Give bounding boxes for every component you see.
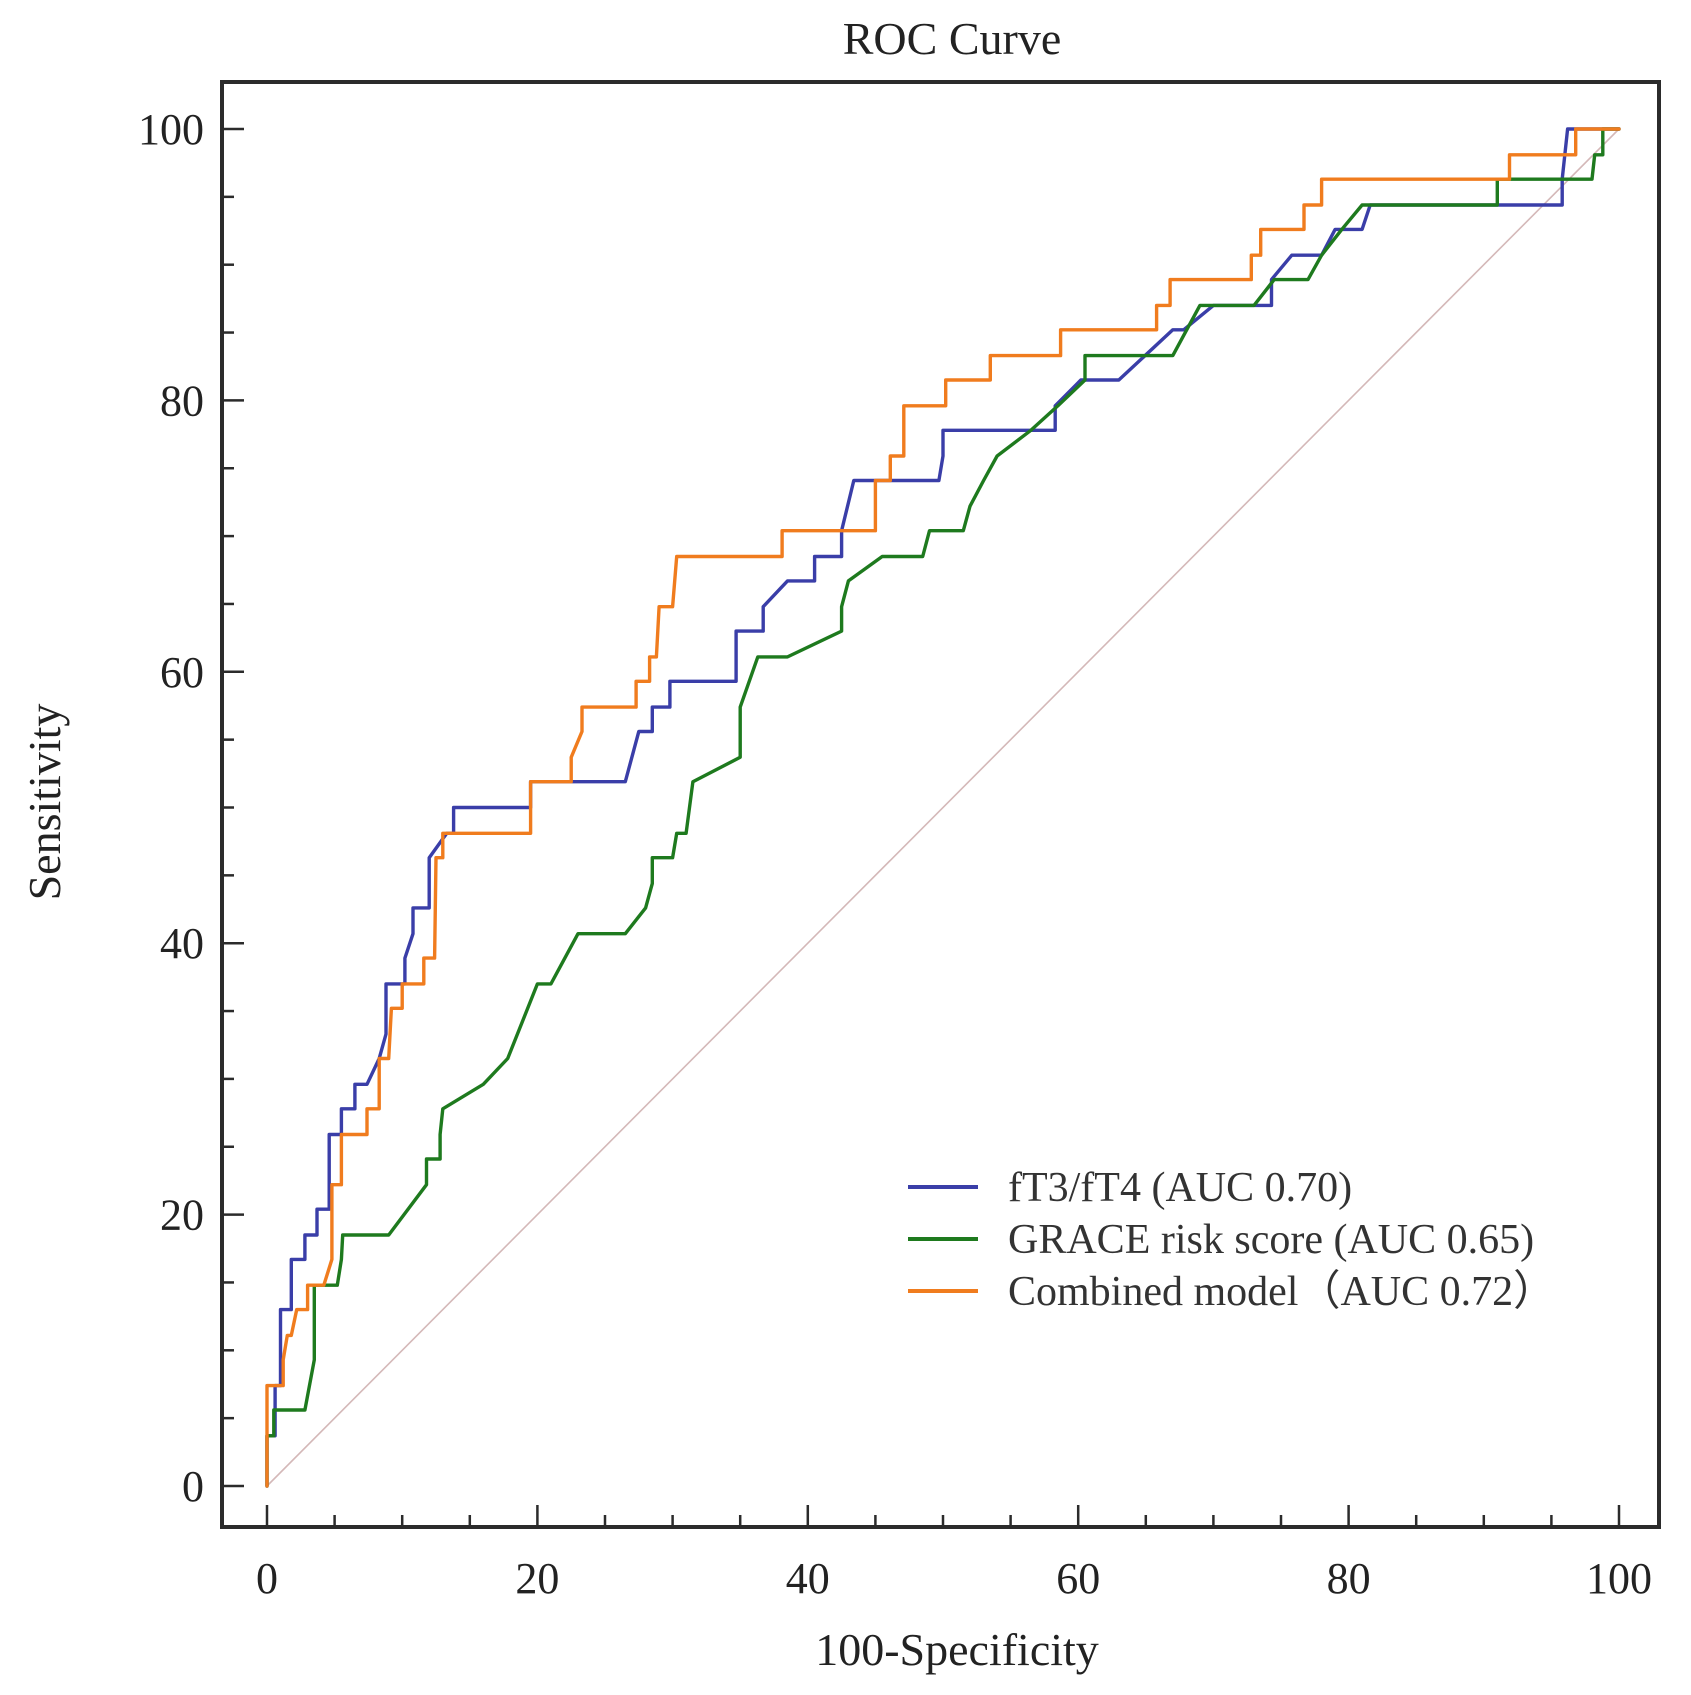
- x-tick-label: 40: [786, 1554, 830, 1603]
- y-axis-title: Sensitivity: [19, 704, 70, 901]
- x-axis-title: 100-Specificity: [815, 1624, 1099, 1675]
- legend: fT3/fT4 (AUC 0.70) GRACE risk score (AUC …: [908, 1165, 1555, 1315]
- chance-line-layer: [266, 128, 1620, 1487]
- series-layer: [265, 127, 1621, 1488]
- y-tick-label: 100: [138, 105, 204, 154]
- x-tick-label: 100: [1586, 1554, 1652, 1603]
- y-tick-label: 20: [160, 1191, 204, 1240]
- chart-title: ROC Curve: [843, 13, 1062, 64]
- x-tick-label: 20: [515, 1554, 559, 1603]
- chance-diagonal-line: [266, 128, 1620, 1487]
- legend-label-1: fT3/fT4 (AUC 0.70): [1008, 1165, 1352, 1211]
- x-tick-label: 0: [256, 1554, 278, 1603]
- legend-label-2: GRACE risk score (AUC 0.65): [1008, 1217, 1534, 1263]
- y-tick-label: 0: [182, 1462, 204, 1511]
- x-tick-label: 60: [1056, 1554, 1100, 1603]
- plot-frame: [220, 80, 1661, 1529]
- y-tick-label: 40: [160, 919, 204, 968]
- legend-label-3: Combined model（AUC 0.72）: [1008, 1269, 1555, 1315]
- y-tick-label: 80: [160, 376, 204, 425]
- roc-series-line-2: [265, 127, 1621, 1488]
- roc-series-line-1: [265, 127, 1621, 1488]
- axes-layer: 0 20 40 60 80 100 0 20 40 60 80 100: [138, 80, 1661, 1603]
- x-tick-label: 80: [1327, 1554, 1371, 1603]
- y-tick-label: 60: [160, 648, 204, 697]
- roc-series-line-3: [265, 127, 1621, 1488]
